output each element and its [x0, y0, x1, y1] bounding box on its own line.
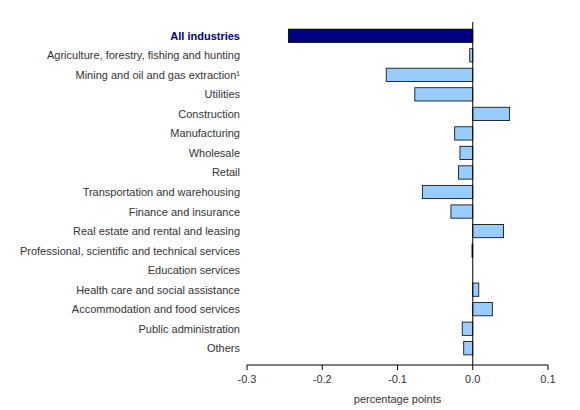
tick: [397, 365, 398, 370]
bar: [386, 68, 473, 81]
category-label: Health care and social assistance: [76, 284, 240, 296]
category-label: Retail: [212, 166, 240, 178]
category-label: Real estate and rental and leasing: [73, 225, 240, 237]
bar: [455, 127, 473, 140]
category-label: Accommodation and food services: [72, 303, 241, 315]
bar: [464, 342, 473, 355]
chart-container: All industries Agriculture, forestry, fis…: [0, 0, 580, 410]
category-label: Transportation and warehousing: [83, 186, 240, 198]
bars: [288, 29, 509, 355]
category-label: Others: [207, 342, 241, 354]
category-label: Construction: [178, 108, 240, 120]
bar: [422, 185, 472, 198]
bar: [473, 303, 493, 316]
tick-label: 0.0: [465, 373, 480, 385]
tick: [322, 365, 323, 370]
axis-label: percentage points: [354, 393, 442, 405]
chart: All industries Agriculture, forestry, fis…: [0, 0, 580, 410]
bar: [288, 29, 472, 42]
category-label: Finance and insurance: [129, 206, 240, 218]
tick: [548, 365, 549, 370]
category-label: Wholesale: [189, 147, 240, 159]
bar: [460, 146, 473, 159]
tick-label: -0.3: [238, 373, 257, 385]
bar: [458, 166, 472, 179]
bar: [415, 88, 473, 101]
bar: [473, 224, 504, 237]
tick: [247, 365, 248, 370]
bar: [451, 205, 473, 218]
category-label: Professional, scientific and technical s…: [20, 245, 241, 257]
category-label: Public administration: [139, 323, 241, 335]
category-label: Agriculture, forestry, fishing and hunti…: [47, 49, 240, 61]
tick: [472, 365, 473, 370]
tick-label: -0.2: [313, 373, 332, 385]
category-label: Mining and oil and gas extraction¹: [76, 69, 241, 81]
bar: [473, 107, 510, 120]
tick-label: 0.1: [540, 373, 555, 385]
category-label: Manufacturing: [170, 127, 240, 139]
category-label: Utilities: [205, 88, 241, 100]
bar: [473, 283, 479, 296]
zero-line: [472, 22, 473, 365]
category-label: Education services: [148, 264, 241, 276]
bar: [462, 322, 473, 335]
category-label: All industries: [170, 30, 240, 42]
tick-label: -0.1: [388, 373, 407, 385]
